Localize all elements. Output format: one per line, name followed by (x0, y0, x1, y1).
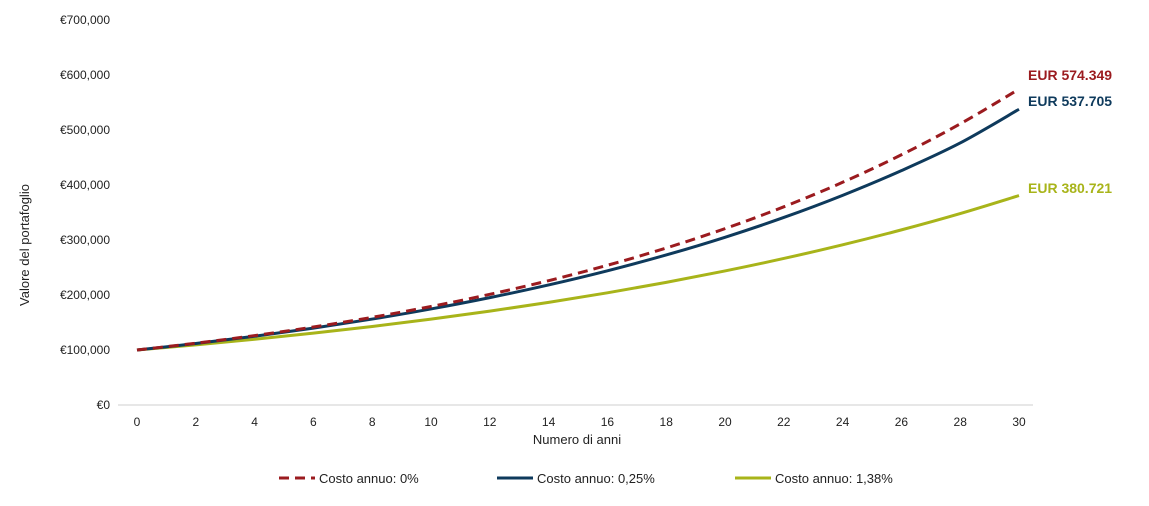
y-tick-label: €0 (97, 398, 111, 412)
end-value-label: EUR 380.721 (1028, 180, 1112, 196)
legend-label: Costo annuo: 0,25% (537, 471, 655, 486)
legend-label: Costo annuo: 0% (319, 471, 419, 486)
y-axis-ticks: €0 €100,000 €200,000 €300,000 €400,000 €500,0… (60, 13, 110, 412)
y-tick-label: €100,000 (60, 343, 110, 357)
x-axis-title: Numero di anni (533, 432, 621, 447)
series-line-0 (136, 87, 1020, 352)
legend: Costo annuo: 0% Costo annuo: 0,25% Costo a… (279, 471, 893, 486)
end-labels: EUR 574.349 EUR 537.705 EUR 380.721 (1028, 67, 1112, 196)
x-tick-label: 12 (483, 415, 497, 429)
x-tick-label: 24 (836, 415, 850, 429)
x-tick-label: 8 (369, 415, 376, 429)
series-line-1 (136, 107, 1020, 352)
x-axis-ticks: 0 2 4 6 8 10 12 14 16 18 20 22 24 26 28 30 (134, 415, 1026, 429)
series-line-2 (136, 194, 1020, 352)
y-tick-label: €600,000 (60, 68, 110, 82)
x-tick-label: 4 (251, 415, 258, 429)
x-tick-label: 2 (192, 415, 199, 429)
end-value-label: EUR 537.705 (1028, 93, 1112, 109)
legend-label: Costo annuo: 1,38% (775, 471, 893, 486)
y-tick-label: €500,000 (60, 123, 110, 137)
y-tick-label: €400,000 (60, 178, 110, 192)
x-tick-label: 0 (134, 415, 141, 429)
y-tick-label: €200,000 (60, 288, 110, 302)
x-tick-label: 26 (895, 415, 909, 429)
y-tick-label: €300,000 (60, 233, 110, 247)
end-value-label: EUR 574.349 (1028, 67, 1112, 83)
x-tick-label: 30 (1012, 415, 1026, 429)
x-tick-label: 18 (660, 415, 674, 429)
x-tick-label: 20 (718, 415, 732, 429)
x-tick-label: 16 (601, 415, 615, 429)
y-tick-label: €700,000 (60, 13, 110, 27)
x-tick-label: 6 (310, 415, 317, 429)
y-axis-title: Valore del portafoglio (17, 184, 32, 306)
x-tick-label: 14 (542, 415, 556, 429)
series-lines (136, 87, 1020, 352)
x-tick-label: 10 (424, 415, 438, 429)
x-tick-label: 28 (954, 415, 968, 429)
x-tick-label: 22 (777, 415, 791, 429)
